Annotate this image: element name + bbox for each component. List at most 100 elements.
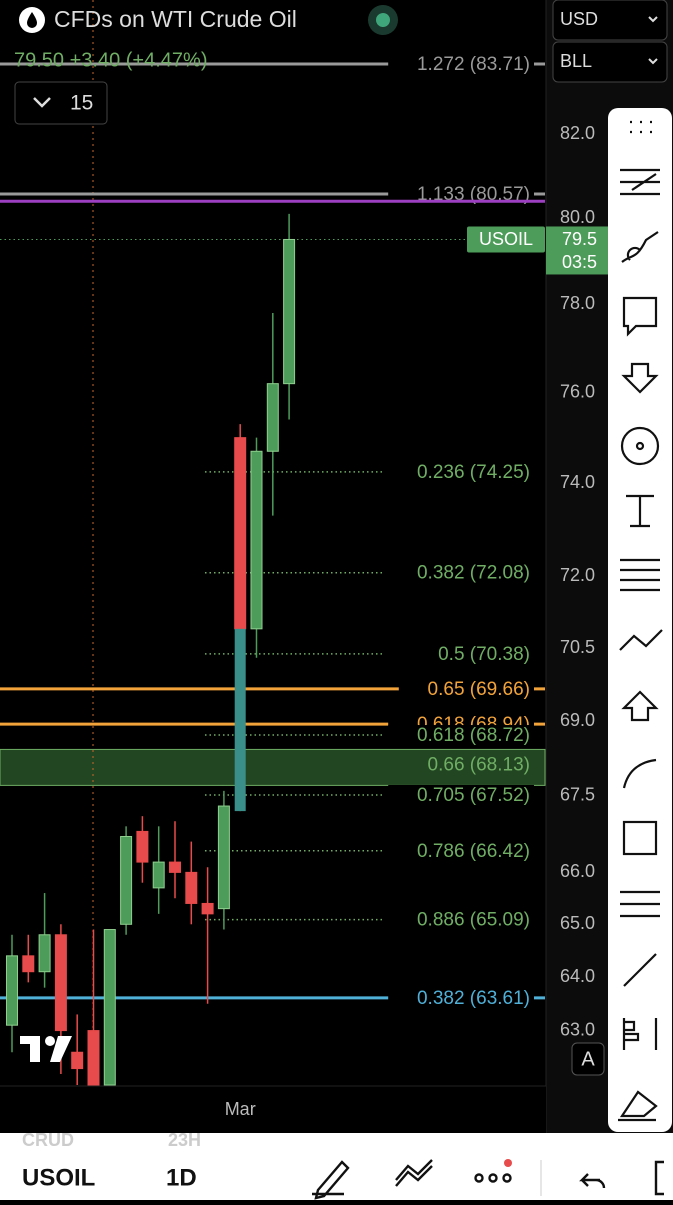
level-label-bg xyxy=(409,643,534,664)
y-tick-label: 72.0 xyxy=(560,565,595,585)
candle-body xyxy=(120,835,133,925)
level-label: 0.886 (65.09) xyxy=(417,910,530,931)
chevron xyxy=(648,16,658,23)
indicator-toggle[interactable] xyxy=(14,81,108,125)
candle-body xyxy=(22,955,35,973)
y-tick-label: 78.0 xyxy=(560,293,595,313)
level-label-bg xyxy=(388,562,534,583)
candle-body xyxy=(201,902,214,915)
indicator-count: 15 xyxy=(70,92,93,115)
level-label-bg xyxy=(388,840,534,861)
level-label-bg xyxy=(388,53,534,74)
indicators-button[interactable] xyxy=(395,1159,433,1187)
price-tag-countdown: 03:5 xyxy=(562,252,597,272)
ghost-interval: 23H xyxy=(168,1130,201,1150)
y-tick-label: 76.0 xyxy=(560,381,595,401)
brush-tool[interactable] xyxy=(621,231,659,263)
circle-tool[interactable] xyxy=(620,426,660,466)
candle-body xyxy=(185,871,198,904)
candle-body xyxy=(283,238,296,385)
text-note-tool[interactable] xyxy=(622,296,658,337)
level-label: 1.272 (83.71) xyxy=(417,54,530,75)
level-label-bg xyxy=(388,987,534,1008)
candle-body xyxy=(136,830,149,863)
currency: USD xyxy=(560,9,598,29)
candle-body xyxy=(250,450,263,630)
eraser-tool[interactable] xyxy=(618,1090,658,1122)
drop-icon xyxy=(27,12,37,28)
fib-tool[interactable] xyxy=(620,168,660,196)
y-tick-label: 67.5 xyxy=(560,785,595,805)
symbol-button[interactable]: USOIL xyxy=(22,1164,95,1191)
lines-tool[interactable] xyxy=(620,558,660,592)
level-label: 0.618 (68.72) xyxy=(417,725,530,746)
time-axis-labels: Mar xyxy=(225,1099,256,1119)
ghost-symbol: CRUD xyxy=(22,1130,74,1150)
candle-body xyxy=(54,934,67,1032)
candle-body xyxy=(71,1051,84,1070)
unit: BLL xyxy=(560,51,592,71)
zone xyxy=(0,748,546,786)
price-tag-value: 79.5 xyxy=(562,229,597,249)
interval-button[interactable]: 1D xyxy=(166,1164,197,1191)
level-label: 0.705 (67.52) xyxy=(417,785,530,806)
y-tick-label: 80.0 xyxy=(560,207,595,227)
bottom-bar xyxy=(0,1133,673,1200)
y-tick-label: 66.0 xyxy=(560,861,595,881)
market-status-dot xyxy=(376,13,390,27)
text-tool[interactable] xyxy=(626,494,654,528)
unit-select[interactable] xyxy=(552,41,668,83)
symbol-title[interactable]: CFDs on WTI Crude Oil xyxy=(54,6,297,32)
arrow-down-tool[interactable] xyxy=(621,362,659,394)
level-label-bg xyxy=(388,461,534,482)
level-label: 0.66 (68.13) xyxy=(428,754,530,775)
level-label-bg xyxy=(388,784,534,805)
path-tool[interactable] xyxy=(619,629,663,651)
chevron xyxy=(648,58,658,65)
draw-button[interactable] xyxy=(312,1160,350,1200)
curve-tool[interactable] xyxy=(622,758,657,789)
undo-button[interactable] xyxy=(579,1173,606,1189)
level-label-bg xyxy=(388,909,534,930)
symbol-tag xyxy=(467,226,545,253)
position-tool[interactable] xyxy=(622,1018,658,1050)
symbol-tag-label: USOIL xyxy=(479,229,533,249)
y-tick-label: 70.5 xyxy=(560,637,595,657)
fib-tool-2[interactable] xyxy=(620,890,660,918)
y-tick-label: 64.0 xyxy=(560,966,595,986)
candle-body xyxy=(103,929,116,1086)
level-label-bg xyxy=(398,678,534,699)
level-label: 0.786 (66.42) xyxy=(417,841,530,862)
level-label: 0.382 (63.61) xyxy=(417,988,530,1009)
y-tick-label: 82.0 xyxy=(560,123,595,143)
currency-select[interactable] xyxy=(552,0,668,41)
y-tick-label: 69.0 xyxy=(560,710,595,730)
line-tool[interactable] xyxy=(623,953,657,987)
time-axis xyxy=(0,1086,546,1133)
candle-body xyxy=(234,437,247,630)
candle-body xyxy=(6,955,18,1026)
level-label: 0.382 (72.08) xyxy=(417,563,530,584)
price-axis: 82.0 80.0 78.0 76.0 74.0 72.0 70.5 69.0 67.5 66.0… xyxy=(546,123,626,1039)
more-button[interactable] xyxy=(654,1160,664,1196)
notification-dot xyxy=(504,1159,512,1167)
candle-body xyxy=(169,861,181,873)
toolbar-icons xyxy=(618,120,663,1122)
arrow-up-tool[interactable] xyxy=(621,690,659,722)
level-label-bg xyxy=(388,184,534,205)
plot: 1.272 (83.71)1.133 (80.57)0.236 (74.25)0… xyxy=(0,0,546,1096)
bottom-icons xyxy=(312,1159,664,1200)
drawing-toolbar xyxy=(608,108,672,1132)
y-tick-label: 65.0 xyxy=(560,913,595,933)
rect-tool[interactable] xyxy=(622,820,658,856)
text-size-label: A xyxy=(581,1048,595,1070)
candle-body xyxy=(217,805,230,910)
level-label: 0.65 (69.66) xyxy=(428,679,530,700)
candle-body xyxy=(38,934,51,973)
candle-body xyxy=(87,1030,100,1091)
y-tick-label: 63.0 xyxy=(560,1019,595,1039)
level-label: 0.5 (70.38) xyxy=(438,644,530,665)
text-size-button[interactable] xyxy=(571,1042,605,1076)
